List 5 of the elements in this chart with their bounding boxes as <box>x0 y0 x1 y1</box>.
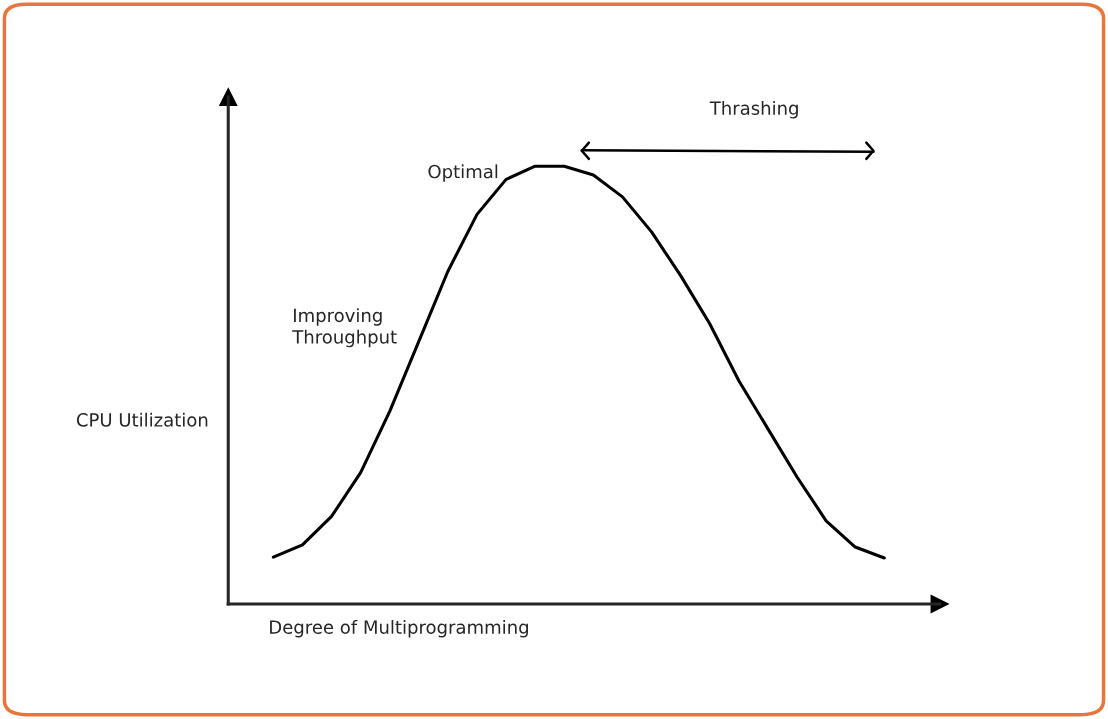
x-axis-title: Degree of Multiprogramming <box>270 619 528 638</box>
y-axis-title: CPU Utilization <box>76 412 208 427</box>
annotation: Optimal <box>428 164 498 182</box>
annotation: Improving Throughput <box>292 308 397 348</box>
text: Thrashing <box>709 101 798 119</box>
